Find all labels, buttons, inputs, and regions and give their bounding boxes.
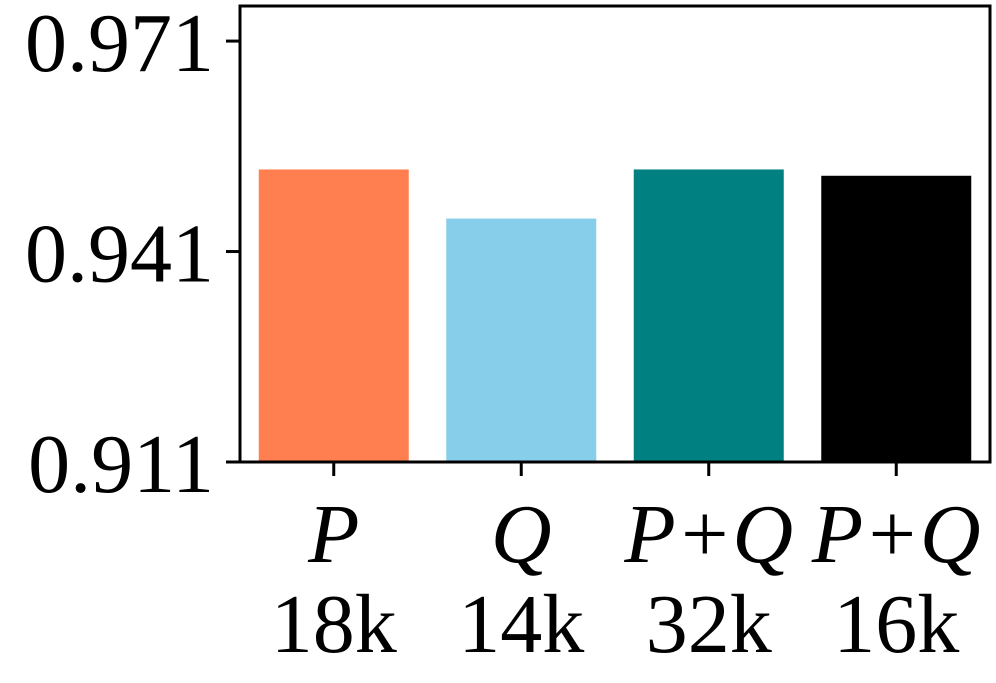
y-tick-label-1: 0.911 xyxy=(28,418,214,511)
x-tick-sublabel-3: 32k xyxy=(646,578,772,671)
bar-2 xyxy=(446,218,597,462)
x-tick-label-3: P+Q xyxy=(623,488,793,581)
x-tick-label-4: P+Q xyxy=(811,488,981,581)
bar-3 xyxy=(633,169,784,462)
x-tick-sublabel-2: 14k xyxy=(458,578,584,671)
plot-frame xyxy=(238,4,992,464)
x-tick-sublabel-1: 18k xyxy=(271,578,397,671)
y-tick-label-2: 0.941 xyxy=(25,208,214,301)
bar-1 xyxy=(258,169,409,462)
y-tick-label-3: 0.971 xyxy=(25,0,214,90)
x-tick-label-1: P xyxy=(307,488,359,581)
x-tick-label-2: Q xyxy=(491,488,552,581)
y-axis: 0.911 0.941 0.971 xyxy=(25,0,240,511)
bar-4 xyxy=(821,175,972,462)
x-tick-sublabel-4: 16k xyxy=(833,578,959,671)
bars-group xyxy=(258,169,972,462)
